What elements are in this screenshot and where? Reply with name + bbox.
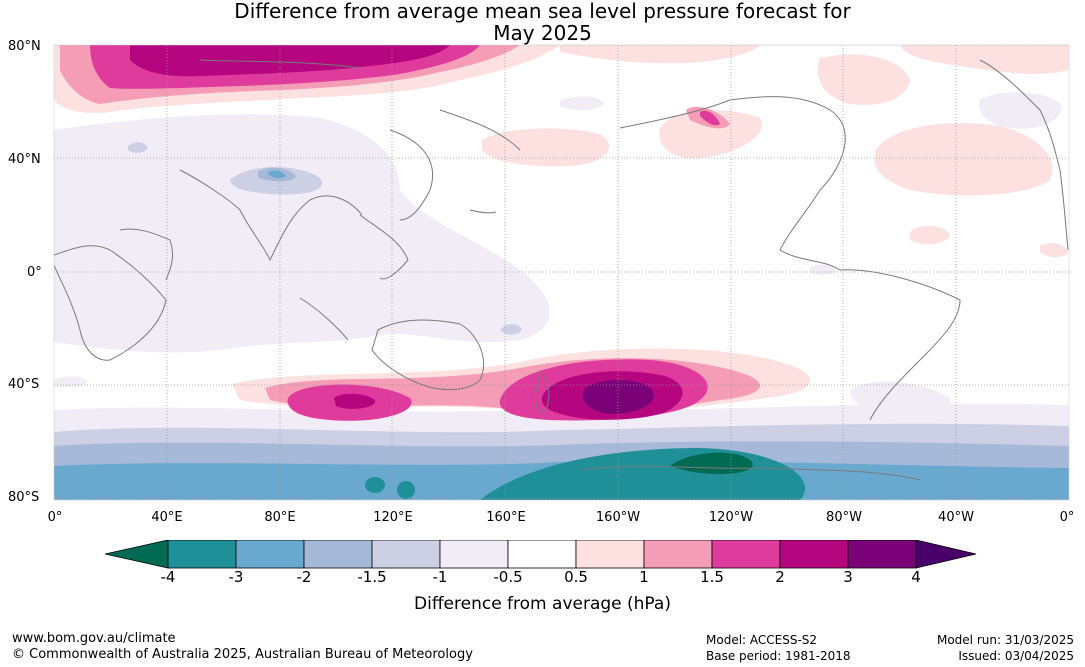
colorbar-tick-label: 2 [775, 568, 785, 586]
model-name: Model: ACCESS-S2 [706, 633, 818, 647]
copyright-text: © Commonwealth of Australia 2025, Austra… [12, 647, 473, 662]
colorbar-tick-label: 1 [639, 568, 649, 586]
colorbar-tick-label: 3 [843, 568, 853, 586]
colorbar-cell [439, 540, 509, 569]
colorbar-cell [371, 540, 441, 569]
lat-label-80n: 80°N [8, 39, 41, 54]
colorbar-extend-high [915, 540, 977, 569]
northern-positive-anomaly [482, 106, 1068, 417]
lon-label-160w: 160°W [595, 510, 641, 525]
colorbar-tick-label: -2 [296, 568, 312, 586]
colorbar-extend-low [105, 540, 169, 569]
colorbar-tick-label: -1 [432, 568, 448, 586]
model-run-date: Model run: 31/03/2025 [936, 633, 1074, 647]
lat-label-80s: 80°S [8, 490, 40, 505]
lon-label-120w: 120°W [708, 510, 754, 525]
colorbar-cell [167, 540, 237, 569]
lon-label-160e: 160°E [486, 510, 526, 525]
chart-title-line-1: Difference from average mean sea level p… [234, 0, 851, 23]
coastlines [54, 59, 1069, 481]
lon-label-40e: 40°E [151, 510, 183, 525]
colorbar-tick-label: 1.5 [700, 568, 724, 586]
indian-ocean-negative-anomaly [54, 92, 1062, 388]
footer-dates: Model run: 31/03/2025 Issued: 03/04/2025 [937, 632, 1074, 664]
southern-ocean-negative-anomaly [54, 403, 1069, 500]
colorbar-cell [303, 540, 373, 569]
colorbar-cell [643, 540, 713, 569]
base-period: Base period: 1981-2018 [706, 649, 851, 663]
colorbar-cell [779, 540, 849, 569]
lat-label-40n: 40°N [8, 152, 41, 167]
gridlines [54, 45, 1069, 500]
colorbar-tick-label: 4 [911, 568, 921, 586]
lon-label-80e: 80°E [264, 510, 296, 525]
chart-title-line-2: May 2025 [493, 21, 592, 45]
colorbar-cell [507, 540, 577, 569]
colorbar-cell [847, 540, 917, 569]
colorbar-cell [711, 540, 781, 569]
website-link[interactable]: www.bom.gov.au/climate [12, 631, 176, 646]
colorbar-title: Difference from average (hPa) [414, 594, 671, 614]
arctic-positive-anomaly [54, 45, 1069, 114]
lat-label-equator: 0° [27, 265, 42, 280]
lon-label-0-right: 0° [1059, 510, 1075, 525]
lon-label-80w: 80°W [826, 510, 862, 525]
lat-label-40s: 40°S [8, 377, 40, 392]
colorbar [105, 540, 977, 569]
lon-label-40w: 40°W [938, 510, 974, 525]
colorbar-tick-label: -3 [228, 568, 244, 586]
issued-date: Issued: 03/04/2025 [958, 649, 1074, 663]
footer-model-info: Model: ACCESS-S2 Base period: 1981-2018 [706, 632, 851, 664]
colorbar-tick-label: -0.5 [493, 568, 523, 586]
colorbar-cell [235, 540, 305, 569]
colorbar-tick-label: -4 [160, 568, 176, 586]
southern-positive-anomaly [232, 348, 810, 421]
colorbar-tick-label: 0.5 [564, 568, 588, 586]
colorbar-tick-label: -1.5 [357, 568, 387, 586]
lon-label-120e: 120°E [373, 510, 413, 525]
footer-left: www.bom.gov.au/climate © Commonwealth of… [12, 631, 473, 663]
lon-label-0-left: 0° [47, 510, 63, 525]
colorbar-cell [575, 540, 645, 569]
pressure-anomaly-map [53, 44, 1070, 501]
